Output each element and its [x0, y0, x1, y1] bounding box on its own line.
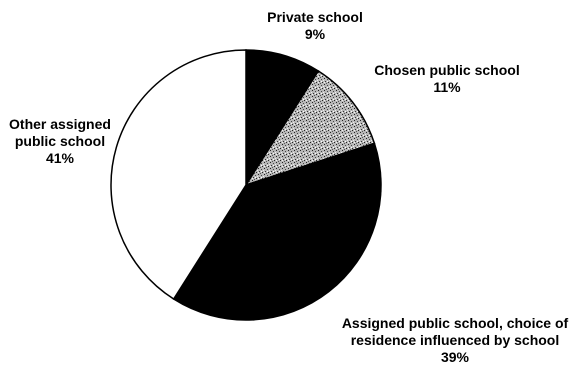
slice-label-text: Other assigned	[9, 116, 111, 132]
slice-value-text: 9%	[304, 26, 326, 42]
slice-value-text: 41%	[45, 150, 75, 166]
slice-label-text: public school	[14, 133, 106, 149]
slice-other-assigned-public-school	[110, 49, 247, 301]
slice-value-text: 11%	[433, 79, 461, 95]
slice-label-assigned-public-school: Assigned public school, choice of reside…	[330, 315, 580, 366]
slice-label-other-assigned-public-school: Other assigned public school 41%	[2, 116, 118, 167]
slice-label-text: Assigned public school, choice of	[341, 315, 569, 331]
slice-chosen-public-school	[244, 69, 376, 187]
slice-label-text: residence influenced by school	[350, 332, 560, 348]
slice-label-chosen-public-school: Chosen public school 11%	[352, 62, 542, 96]
slice-label-text: Private school	[267, 9, 363, 25]
slice-label-text: Chosen public school	[374, 62, 520, 78]
slice-assigned-public-school	[172, 142, 382, 321]
slice-label-private-school: Private school 9%	[260, 9, 370, 43]
slice-value-text: 39%	[440, 349, 470, 365]
